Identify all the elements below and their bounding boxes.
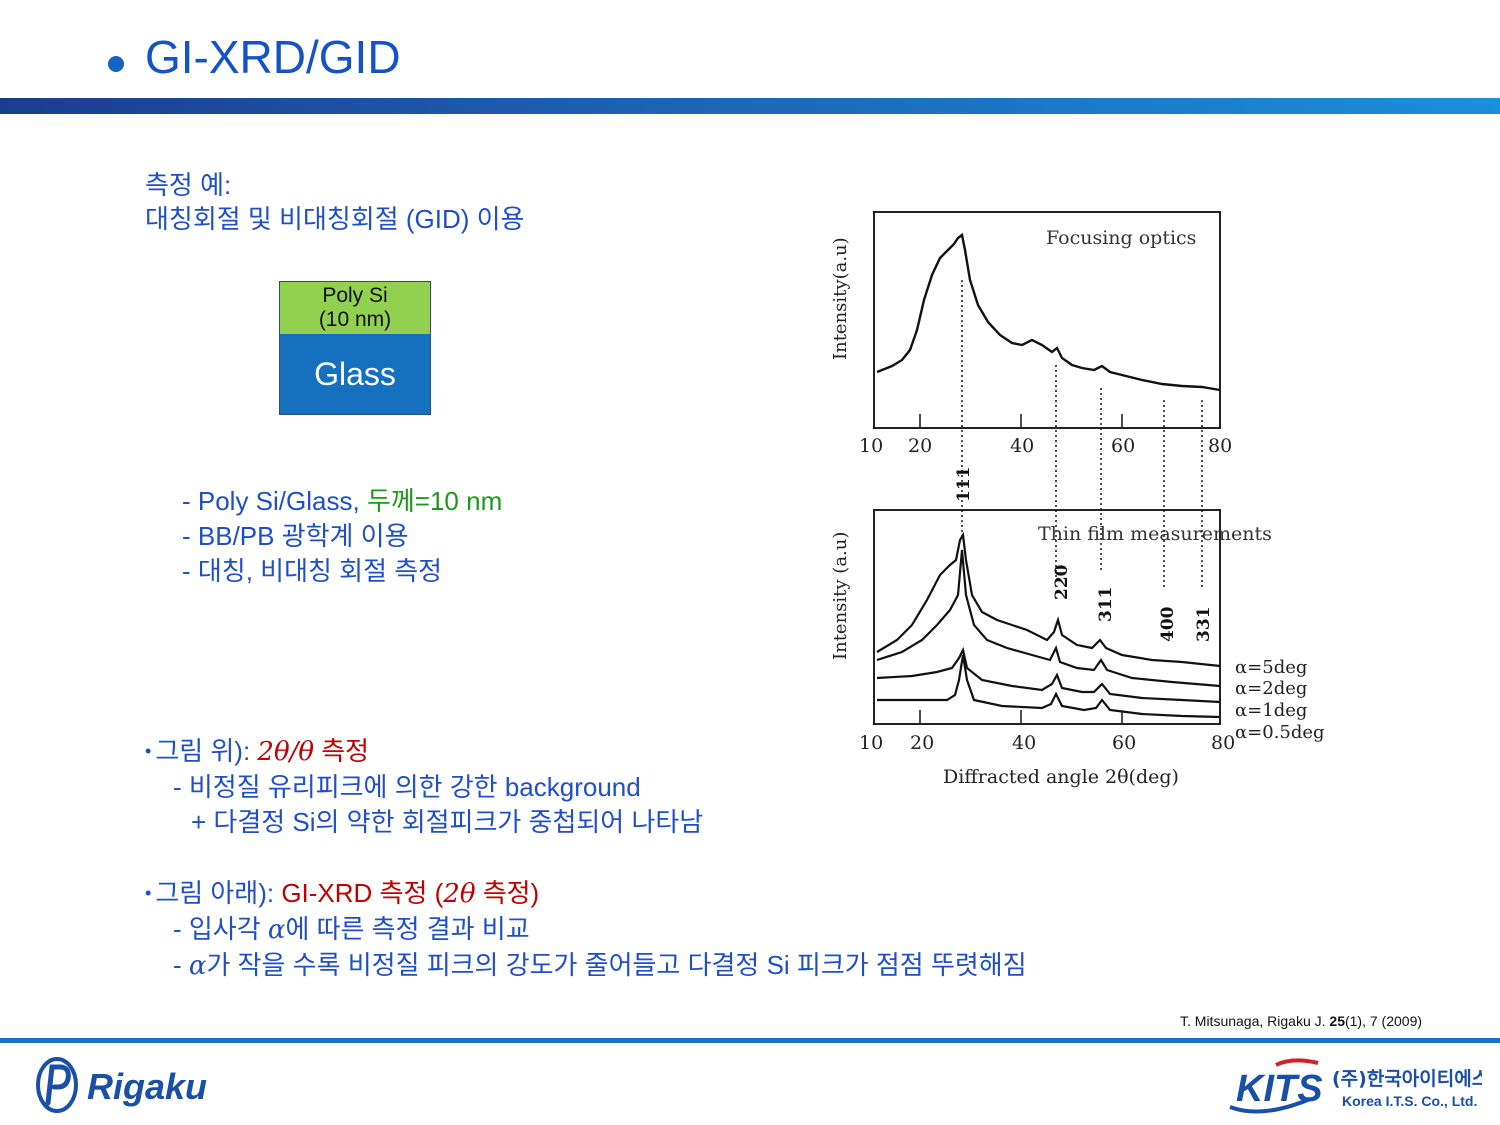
thickness-highlight: 두께=10 nm <box>366 486 503 516</box>
bottom-xtick: 60 <box>1112 732 1136 754</box>
bottom-xtick: 80 <box>1211 732 1235 754</box>
section-top-formula: 2θ/θ <box>257 737 315 767</box>
citation: T. Mitsunaga, Rigaku J. 25(1), 7 (2009) <box>1180 1013 1422 1029</box>
bottom-xtick: 40 <box>1012 732 1036 754</box>
top-xtick: 40 <box>1010 435 1034 457</box>
kits-english-name: Korea I.T.S. Co., Ltd. <box>1342 1093 1477 1109</box>
desc-line-2: - BB/PB 광학계 이용 <box>182 521 409 551</box>
example-heading: 측정 예: 대칭회절 및 비대칭회절 (GID) 이용 <box>145 168 524 236</box>
bottom-panel-curves <box>876 531 1221 719</box>
section-bottom-formula: 2θ <box>443 879 476 909</box>
citation-suffix: (1), 7 (2009) <box>1344 1013 1423 1029</box>
kits-swoosh-icon <box>1229 1097 1311 1114</box>
rigaku-logo: Rigaku <box>36 1057 207 1113</box>
desc-line-1-prefix: - Poly Si/Glass, <box>182 486 367 516</box>
poly-si-layer: Poly Si (10 nm) <box>280 282 430 334</box>
citation-prefix: T. Mitsunaga, Rigaku J. <box>1180 1013 1330 1029</box>
top-panel-ticks <box>919 414 1221 428</box>
desc-line-3: - 대칭, 비대칭 회절 측정 <box>182 556 443 586</box>
section-top-figure: • 그림 위): 2θ/θ 측정 - 비정질 유리피크에 의한 강한 backgr… <box>145 734 703 840</box>
section-bottom-line-2: - 입사각 α에 따른 측정 결과 비교 <box>145 912 1027 948</box>
sample-description: - Poly Si/Glass, 두께=10 nm - BB/PB 광학계 이용… <box>182 484 502 589</box>
poly-si-label: Poly Si <box>322 284 388 307</box>
kits-korean-name: (주)한국아이티에스 <box>1332 1068 1482 1090</box>
kits-wordmark: KITS <box>1236 1068 1323 1110</box>
section-bottom-mode-prefix: GI-XRD 측정 ( <box>281 878 444 908</box>
section-top-label: 그림 위): <box>155 736 258 766</box>
section-top-line-3: + 다결정 Si의 약한 회절피크가 중첩되어 나타남 <box>191 807 704 837</box>
top-xtick: 20 <box>908 435 932 457</box>
footer-divider <box>0 1038 1500 1043</box>
section-top-line-2: - 비정질 유리피크에 의한 강한 background <box>173 772 641 802</box>
bottom-xtick: 20 <box>910 732 934 754</box>
bottom-panel-frame <box>873 509 1221 725</box>
legend-alpha-05deg: α=0.5deg <box>1235 722 1325 743</box>
section-bottom-figure: • 그림 아래): GI-XRD 측정 (2θ 측정) - 입사각 α에 따른 측… <box>145 876 1027 984</box>
top-xtick: 10 <box>859 435 883 457</box>
section-bottom-mode-suffix: 측정) <box>475 878 540 908</box>
peak-label-111: 111 <box>954 467 974 503</box>
bottom-panel-ticks <box>919 710 1221 724</box>
curve-alpha-2deg <box>876 549 1221 688</box>
peak-label-311: 311 <box>1096 587 1116 623</box>
glass-substrate: Glass <box>280 334 430 414</box>
bottom-panel-ylabel: Intensity (a.u) <box>830 532 851 660</box>
kits-logo: KITS (주)한국아이티에스 Korea I.T.S. Co., Ltd. <box>1229 1058 1482 1114</box>
rigaku-wordmark: Rigaku <box>87 1066 207 1107</box>
legend-alpha-5deg: α=5deg <box>1235 657 1307 678</box>
kits-arc-icon <box>1275 1058 1319 1067</box>
top-panel-annotation: Focusing optics <box>1046 227 1196 249</box>
line2-suffix: 에 따른 측정 결과 비교 <box>285 914 530 944</box>
bottom-panel-xlabel: Diffracted angle 2θ(deg) <box>943 766 1179 788</box>
curve-alpha-05deg <box>877 654 1221 719</box>
peak-guide-lines <box>961 280 1203 590</box>
rigaku-emblem-icon <box>36 1057 78 1113</box>
alpha-symbol: α <box>188 951 207 981</box>
poly-si-thickness: (10 nm) <box>318 308 392 331</box>
peak-label-220: 220 <box>1052 564 1072 600</box>
page-title: GI-XRD/GID <box>145 31 401 83</box>
curve-alpha-1deg <box>876 646 1221 704</box>
bottom-xtick: 10 <box>859 732 883 754</box>
line3-prefix: - <box>173 950 189 980</box>
line3-suffix: 가 작을 수록 비정질 피크의 강도가 줄어들고 다결정 Si 피크가 점점 뚜… <box>206 950 1027 980</box>
bottom-panel-annotation: Thin film measurements <box>1038 523 1272 545</box>
top-panel-ylabel: Intensity(a.u) <box>830 237 851 360</box>
curve-alpha-5deg <box>876 531 1221 668</box>
peak-label-331: 331 <box>1194 607 1214 643</box>
section-bottom-line-3: - α가 작을 수록 비정질 피크의 강도가 줄어들고 다결정 Si 피크가 점… <box>145 948 1027 984</box>
section-bottom-label: 그림 아래): <box>155 878 282 908</box>
bullet-icon: • <box>145 741 152 761</box>
top-panel-frame <box>873 211 1221 429</box>
xrd-figure: Focusing optics Intensity(a.u) 10 20 40 … <box>830 211 1325 788</box>
section-top-mode: 측정 <box>314 736 370 766</box>
sample-layer-diagram: Poly Si (10 nm) Glass <box>279 281 431 415</box>
legend-alpha-1deg: α=1deg <box>1235 700 1307 721</box>
legend-alpha-2deg: α=2deg <box>1235 678 1307 699</box>
top-xtick: 60 <box>1111 435 1135 457</box>
line2-prefix: - 입사각 <box>173 914 268 944</box>
section-top-heading: • 그림 위): 2θ/θ 측정 <box>145 734 703 770</box>
peak-label-400: 400 <box>1158 606 1178 642</box>
bullet-icon: • <box>145 883 152 903</box>
alpha-symbol: α <box>267 915 286 945</box>
citation-volume: 25 <box>1329 1013 1345 1029</box>
top-panel-curve <box>876 232 1221 392</box>
title-bullet <box>108 56 124 72</box>
desc-line-1: - Poly Si/Glass, 두께=10 nm <box>182 484 502 519</box>
section-bottom-heading: • 그림 아래): GI-XRD 측정 (2θ 측정) <box>145 876 1027 912</box>
header-divider <box>0 98 1500 114</box>
top-xtick: 80 <box>1208 435 1232 457</box>
example-line-1: 측정 예: <box>145 170 232 200</box>
example-line-2: 대칭회절 및 비대칭회절 (GID) 이용 <box>145 204 525 234</box>
